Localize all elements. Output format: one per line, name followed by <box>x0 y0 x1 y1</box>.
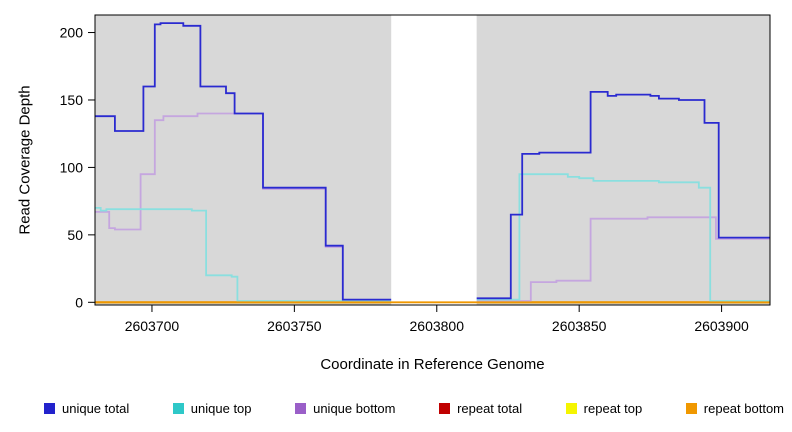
svg-text:50: 50 <box>67 227 83 243</box>
svg-text:2603850: 2603850 <box>552 318 607 334</box>
x-axis-title: Coordinate in Reference Genome <box>320 356 545 373</box>
legend-label: unique top <box>190 401 252 416</box>
legend-label: repeat bottom <box>703 401 784 416</box>
legend-item-unique-top: unique top <box>172 401 252 416</box>
legend-item-unique-total: unique total <box>44 401 129 416</box>
plot-area: 2603700 2603750 2603800 2603850 2603900 0 50 10… <box>60 14 771 334</box>
svg-text:2603800: 2603800 <box>410 318 465 334</box>
repeat-bottom-swatch-icon <box>685 403 697 414</box>
legend: unique total unique top unique bottom re… <box>44 401 784 416</box>
svg-text:2603750: 2603750 <box>267 318 322 334</box>
svg-text:150: 150 <box>60 92 84 108</box>
legend-label: unique total <box>62 401 130 416</box>
repeat-top-swatch-icon <box>565 403 577 414</box>
repeat-total-swatch-icon <box>439 403 451 414</box>
legend-item-unique-bottom: unique bottom <box>295 401 396 416</box>
svg-text:200: 200 <box>60 25 84 41</box>
svg-text:100: 100 <box>60 159 84 175</box>
svg-text:2603900: 2603900 <box>694 318 749 334</box>
legend-item-repeat-bottom: repeat bottom <box>685 401 784 416</box>
svg-text:0: 0 <box>75 294 83 310</box>
legend-item-repeat-top: repeat top <box>565 401 643 416</box>
unique-bottom-swatch-icon <box>295 403 307 414</box>
legend-label: repeat total <box>457 401 523 416</box>
svg-text:2603700: 2603700 <box>125 318 180 334</box>
legend-item-repeat-total: repeat total <box>439 401 522 416</box>
unique-total-swatch-icon <box>44 403 55 414</box>
legend-label: unique bottom <box>313 401 396 416</box>
unique-top-swatch-icon <box>172 403 184 414</box>
legend-label: repeat top <box>583 401 643 416</box>
